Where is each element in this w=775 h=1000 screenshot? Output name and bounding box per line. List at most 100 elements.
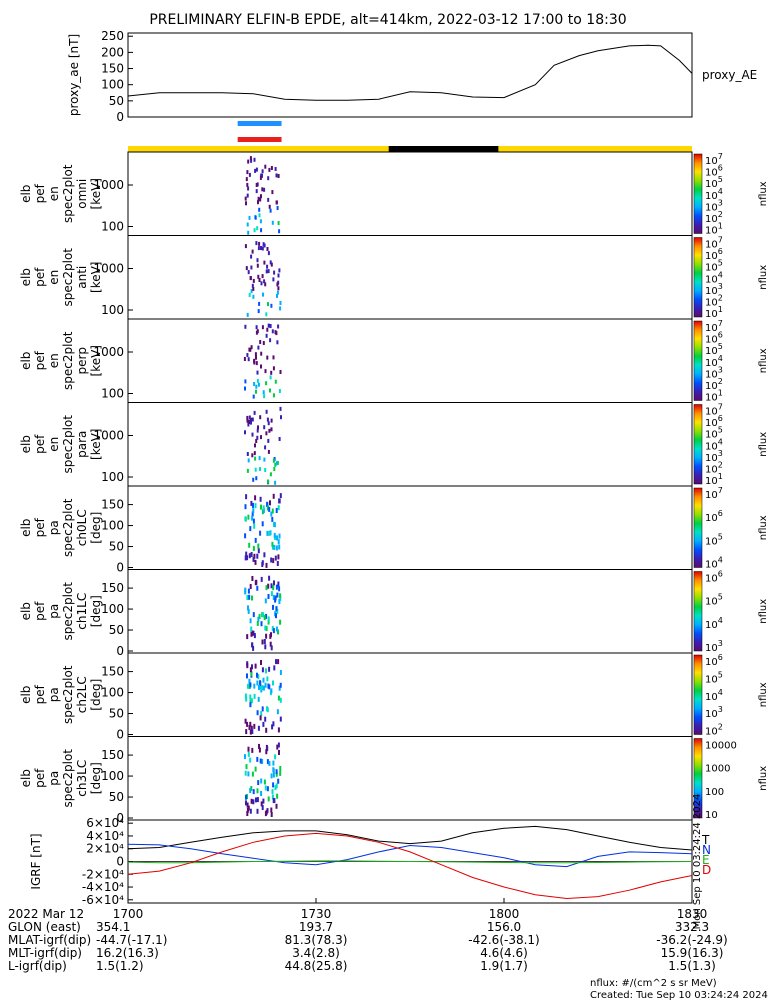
spectrogram-cell — [244, 516, 247, 522]
y-axis-label: elb — [19, 686, 33, 704]
spectrogram-cell — [263, 552, 266, 558]
spectrogram-cell — [257, 246, 260, 251]
spectrogram-cell — [259, 219, 262, 224]
spectrogram-cell — [251, 664, 253, 670]
spectrogram-cell — [250, 158, 253, 163]
spectrogram-cell — [279, 682, 282, 688]
spectrogram-cell — [273, 544, 276, 550]
spectrogram-cell — [257, 200, 259, 205]
spectrogram-cell — [276, 744, 279, 750]
spectrogram-cell — [249, 729, 252, 735]
spectrogram-cell — [277, 554, 280, 560]
spectrogram-cell — [253, 451, 256, 456]
spectrogram-cell — [271, 724, 274, 730]
spectrogram-cell — [246, 555, 249, 561]
spectrogram-cell — [252, 630, 255, 636]
spectrogram-cell — [279, 716, 282, 722]
ephemeris-value: -42.6(-38.1) — [468, 933, 539, 947]
spectrogram-cell — [251, 511, 254, 517]
ephemeris-value: -36.2(-24.9) — [656, 933, 727, 947]
spectrogram-cell — [248, 420, 251, 424]
spectrogram-cell — [264, 625, 267, 631]
spectrogram-cell — [257, 382, 260, 387]
y-tick-label: 150 — [101, 498, 124, 512]
ephemeris-value: 4.6(4.6) — [480, 946, 528, 960]
spectrogram-cell — [251, 249, 254, 254]
y-axis-label: pef — [33, 434, 47, 454]
spectrogram-cell — [277, 659, 280, 665]
spectrogram-cell — [258, 456, 261, 461]
series-line-T — [127, 825, 693, 851]
spectrogram-cell — [274, 330, 277, 335]
y-axis-label: en — [47, 270, 61, 285]
spectrogram-cell — [279, 301, 282, 305]
spectrogram-cell — [251, 595, 253, 601]
y-axis-label: elb — [19, 435, 33, 453]
y-axis-label: para — [75, 431, 89, 458]
y-axis-label: ch1LC — [75, 593, 89, 630]
spectrogram-cell — [249, 808, 252, 814]
spectrogram-cell — [249, 276, 252, 280]
ephemeris-value: 354.1 — [96, 920, 130, 934]
y-axis-label: spec2plot — [61, 749, 75, 808]
spectrogram-cell — [246, 353, 249, 357]
colorbar — [693, 571, 703, 652]
spectrogram-cell — [272, 721, 275, 727]
spectrogram-cell — [263, 779, 266, 785]
colorbar-tick-label: 10000 — [705, 741, 737, 752]
spectrogram-cell — [254, 352, 257, 357]
figure-title: PRELIMINARY ELFIN-B EPDE, alt=414km, 202… — [149, 12, 626, 28]
spectrogram-cell — [257, 543, 260, 549]
spectrogram-cell — [257, 425, 259, 430]
spectrogram-cell — [244, 379, 247, 384]
spectrogram-cell — [259, 681, 262, 687]
spectrogram-cell — [262, 798, 265, 804]
spectrogram-cell — [269, 388, 271, 393]
spectrogram-cell — [250, 254, 253, 259]
spectrogram-cell — [246, 193, 249, 198]
spectrogram-cell — [263, 615, 266, 621]
status-bars — [128, 121, 692, 152]
spectrogram-cell — [254, 456, 257, 461]
spectrogram-cell — [263, 457, 266, 462]
spectrogram-cell — [268, 204, 271, 209]
spectrogram-cell — [247, 608, 250, 614]
spectrogram-cell — [254, 503, 257, 509]
proxy-ae-frame — [127, 32, 693, 118]
spectrogram-cell — [266, 355, 269, 360]
spectrogram-cell — [262, 677, 265, 683]
spectrogram-cell — [272, 767, 275, 773]
spectrogram-cell — [275, 769, 278, 775]
spectrogram-cell — [252, 286, 255, 291]
y-tick-label: 0 — [116, 811, 124, 825]
spectrogram-cell — [248, 725, 251, 730]
spectrogram-cell — [266, 786, 269, 792]
spectrogram-cell — [275, 545, 278, 551]
spectrogram-cell — [279, 619, 282, 625]
spectrogram-cell — [270, 166, 273, 170]
spectrogram-cell — [267, 269, 270, 274]
spectrogram-cell — [265, 633, 268, 639]
y-tick-label: 1000 — [93, 345, 124, 359]
spectrogram-cell — [251, 283, 254, 288]
spectrogram-cell — [270, 370, 273, 375]
spectrogram-cell — [276, 561, 279, 566]
y-axis-label: perp — [75, 347, 89, 375]
spectrogram-cell — [279, 493, 282, 499]
spectrogram-cell — [266, 707, 269, 713]
spectrogram-cell — [249, 347, 252, 352]
spectrogram-cell — [278, 599, 281, 605]
spectrogram-cell — [268, 428, 271, 433]
spectrogram-cell — [261, 706, 264, 712]
y-axis-label: spec2plot — [61, 665, 75, 724]
spectrogram-cell — [277, 581, 280, 587]
y-axis-label: ch2LC — [75, 676, 89, 713]
spectrogram-cell — [268, 666, 271, 672]
spectrogram-cell — [274, 785, 277, 791]
spectrogram-cell — [254, 168, 257, 173]
spectrogram-cell — [259, 175, 262, 180]
spectrogram-cell — [254, 663, 257, 669]
x-tick-label: 1700 — [113, 907, 144, 921]
spectrogram-cell — [260, 660, 262, 665]
